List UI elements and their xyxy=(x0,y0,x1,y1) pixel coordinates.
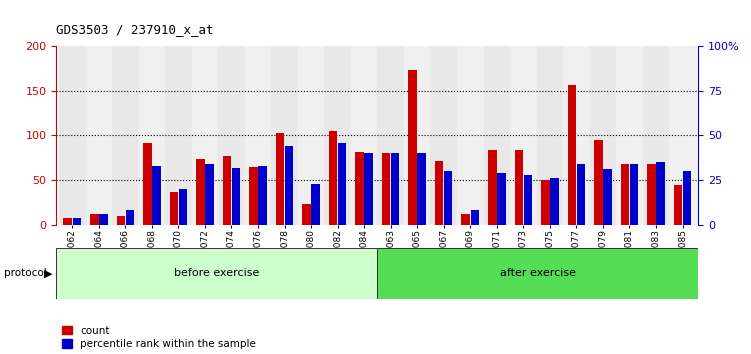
Bar xyxy=(312,184,320,225)
Bar xyxy=(683,171,691,225)
Bar xyxy=(568,85,576,225)
Bar xyxy=(338,143,346,225)
Bar xyxy=(152,166,161,225)
Bar xyxy=(324,46,351,225)
Bar xyxy=(99,214,107,225)
Bar xyxy=(461,214,470,225)
Legend: count, percentile rank within the sample: count, percentile rank within the sample xyxy=(62,326,256,349)
Bar xyxy=(484,46,510,225)
Bar xyxy=(418,153,426,225)
Bar xyxy=(196,159,204,225)
Bar xyxy=(59,46,86,225)
Text: after exercise: after exercise xyxy=(500,268,576,279)
Bar xyxy=(550,178,559,225)
Bar xyxy=(409,70,417,225)
Bar xyxy=(73,218,81,225)
Bar xyxy=(457,46,484,225)
Bar xyxy=(510,46,536,225)
Bar xyxy=(192,46,219,225)
Bar xyxy=(351,46,377,225)
Bar xyxy=(382,153,391,225)
Bar xyxy=(303,204,311,225)
Bar xyxy=(285,146,294,225)
Bar xyxy=(205,164,214,225)
Bar xyxy=(364,153,372,225)
Bar xyxy=(143,143,152,225)
Bar xyxy=(276,133,284,225)
Text: protocol: protocol xyxy=(4,268,47,279)
Bar xyxy=(116,216,125,225)
Bar xyxy=(271,46,298,225)
Bar xyxy=(471,211,479,225)
Bar xyxy=(378,248,698,299)
Bar xyxy=(232,167,240,225)
Bar xyxy=(497,173,505,225)
Bar xyxy=(643,46,669,225)
Bar xyxy=(86,46,112,225)
Bar xyxy=(629,164,638,225)
Bar xyxy=(563,46,590,225)
Bar xyxy=(377,46,404,225)
Bar xyxy=(170,192,178,225)
Bar xyxy=(298,46,324,225)
Bar xyxy=(112,46,139,225)
Bar xyxy=(674,184,682,225)
Bar xyxy=(541,180,550,225)
Text: before exercise: before exercise xyxy=(174,268,260,279)
Bar xyxy=(249,167,258,225)
Bar xyxy=(56,248,378,299)
Bar xyxy=(669,46,695,225)
Bar xyxy=(656,162,665,225)
Bar xyxy=(404,46,430,225)
Bar xyxy=(616,46,643,225)
Bar xyxy=(139,46,165,225)
Bar xyxy=(329,131,337,225)
Text: ▶: ▶ xyxy=(44,268,52,279)
Bar xyxy=(594,140,602,225)
Bar xyxy=(536,46,563,225)
Bar xyxy=(444,171,452,225)
Bar xyxy=(258,166,267,225)
Bar xyxy=(590,46,616,225)
Bar xyxy=(125,211,134,225)
Bar xyxy=(355,152,363,225)
Bar xyxy=(90,214,98,225)
Bar xyxy=(430,46,457,225)
Bar xyxy=(514,150,523,225)
Bar xyxy=(577,164,585,225)
Bar xyxy=(603,169,611,225)
Bar xyxy=(64,218,72,225)
Bar xyxy=(391,153,400,225)
Bar xyxy=(647,164,656,225)
Bar xyxy=(223,156,231,225)
Bar xyxy=(435,161,443,225)
Bar xyxy=(219,46,245,225)
Bar xyxy=(523,175,532,225)
Bar xyxy=(179,189,187,225)
Bar xyxy=(245,46,271,225)
Bar xyxy=(165,46,192,225)
Bar xyxy=(620,164,629,225)
Text: GDS3503 / 237910_x_at: GDS3503 / 237910_x_at xyxy=(56,23,214,36)
Bar xyxy=(488,150,496,225)
